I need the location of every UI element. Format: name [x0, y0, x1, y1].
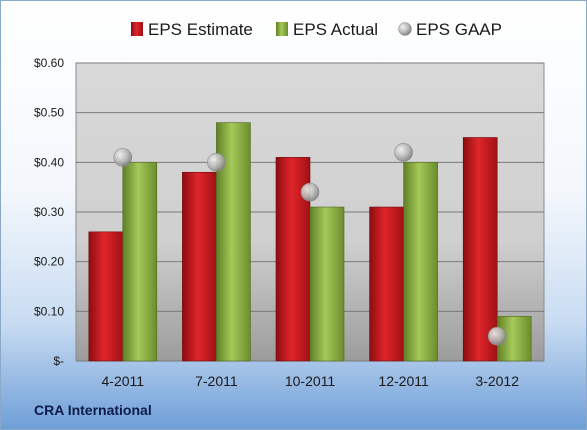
y-tick-label: $0.20 [34, 255, 64, 269]
x-tick-label: 10-2011 [285, 373, 336, 389]
y-tick-label: $0.60 [34, 56, 64, 70]
x-tick-label: 3-2012 [475, 373, 519, 389]
y-tick-label: $- [53, 354, 64, 368]
bar-eps-actual [403, 162, 438, 362]
bar-eps-actual [309, 206, 345, 362]
company-label: CRA International [34, 402, 152, 418]
point-eps-gaap [394, 143, 413, 162]
legend-label: EPS GAAP [416, 20, 502, 39]
y-tick-label: $0.50 [34, 106, 64, 120]
point-eps-gaap [113, 148, 133, 167]
bar-eps-actual [122, 162, 158, 362]
point-eps-gaap [300, 182, 320, 202]
point-eps-gaap [487, 326, 507, 346]
x-tick-label: 4-2011 [102, 373, 145, 389]
legend-label: EPS Estimate [148, 20, 253, 39]
point-eps-gaap [207, 153, 226, 172]
y-tick-label: $0.40 [34, 155, 64, 169]
legend-swatch-eps-gaap [398, 22, 412, 36]
y-tick-label: $0.30 [34, 205, 64, 219]
bar-eps-estimate [182, 171, 217, 362]
legend-swatch-eps-estimate [131, 22, 143, 36]
legend-label: EPS Actual [293, 20, 378, 39]
bar-eps-estimate [88, 231, 124, 362]
y-tick-label: $0.10 [34, 304, 64, 318]
legend-swatch-eps-actual [276, 22, 288, 36]
x-tick-label: 7-2011 [195, 373, 238, 389]
bar-eps-estimate [462, 137, 498, 362]
x-tick-label: 12-2011 [378, 373, 429, 389]
bar-eps-estimate [369, 206, 404, 362]
